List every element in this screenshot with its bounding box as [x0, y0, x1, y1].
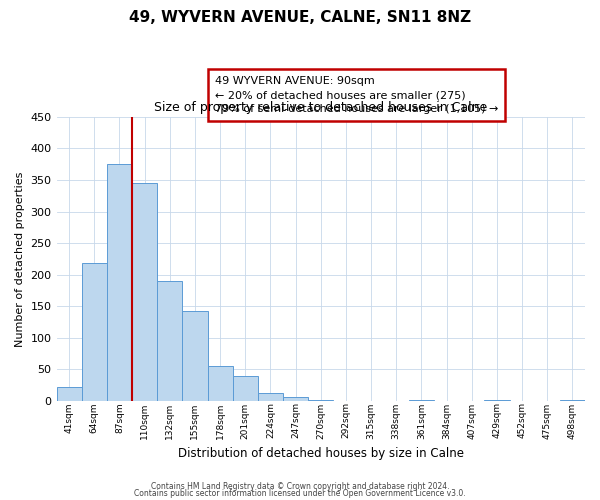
Y-axis label: Number of detached properties: Number of detached properties: [15, 171, 25, 346]
Text: Contains HM Land Registry data © Crown copyright and database right 2024.: Contains HM Land Registry data © Crown c…: [151, 482, 449, 491]
Bar: [132, 183, 157, 401]
Bar: [233, 376, 258, 401]
Bar: [560, 400, 585, 401]
Bar: [56, 387, 82, 401]
Bar: [182, 312, 208, 401]
Bar: [409, 400, 434, 401]
Bar: [484, 400, 509, 401]
Bar: [258, 392, 283, 401]
Bar: [82, 264, 107, 401]
Bar: [208, 366, 233, 401]
Text: 49 WYVERN AVENUE: 90sqm
← 20% of detached houses are smaller (275)
79% of semi-d: 49 WYVERN AVENUE: 90sqm ← 20% of detache…: [215, 76, 499, 114]
Text: Contains public sector information licensed under the Open Government Licence v3: Contains public sector information licen…: [134, 490, 466, 498]
Bar: [283, 397, 308, 401]
Title: Size of property relative to detached houses in Calne: Size of property relative to detached ho…: [154, 102, 487, 114]
Bar: [107, 164, 132, 401]
Text: 49, WYVERN AVENUE, CALNE, SN11 8NZ: 49, WYVERN AVENUE, CALNE, SN11 8NZ: [129, 10, 471, 25]
Bar: [308, 400, 334, 401]
Bar: [157, 281, 182, 401]
X-axis label: Distribution of detached houses by size in Calne: Distribution of detached houses by size …: [178, 447, 464, 460]
